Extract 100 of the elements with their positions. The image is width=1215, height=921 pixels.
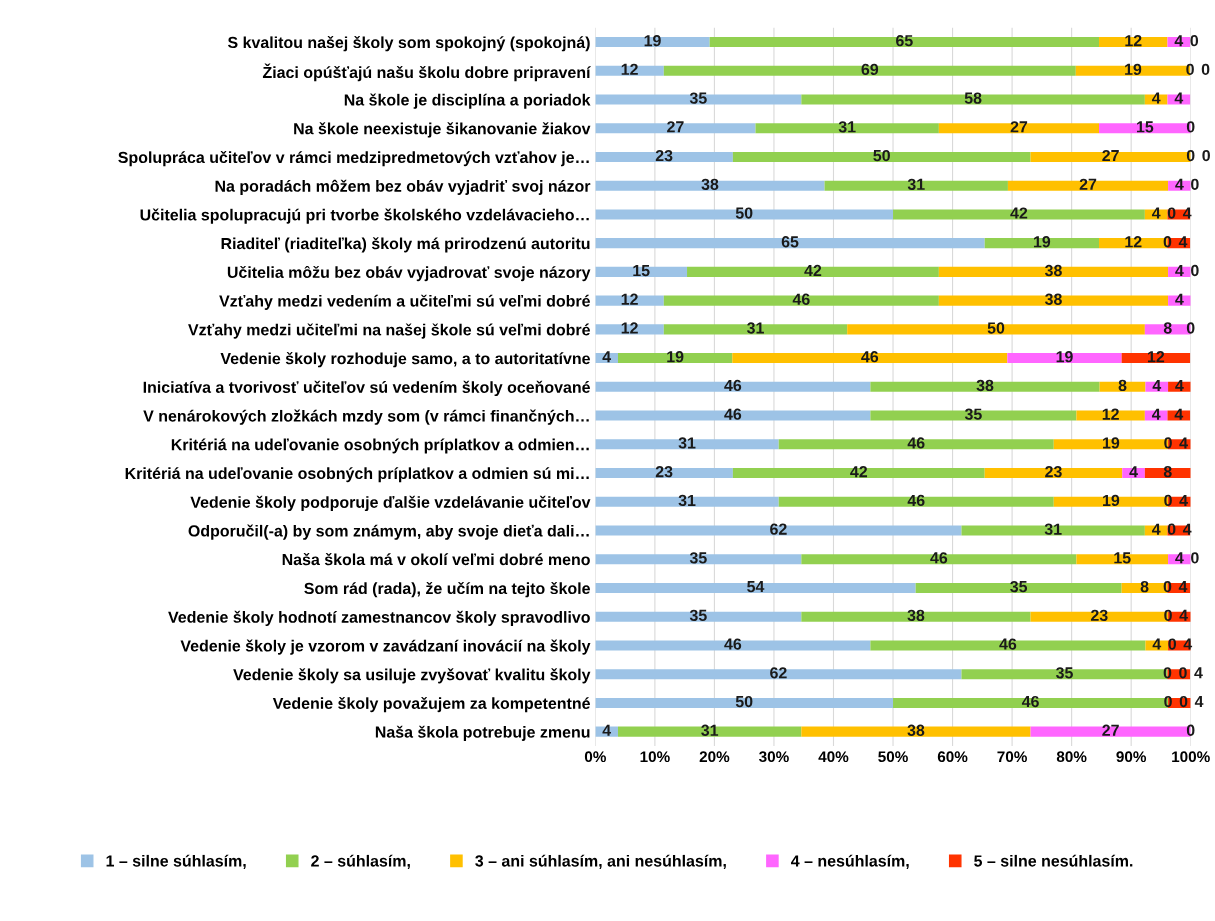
data-label: 46	[930, 552, 948, 564]
bar	[801, 726, 1031, 737]
data-label: 0	[1164, 494, 1172, 507]
bar	[595, 209, 894, 220]
data-label: 8	[1163, 466, 1172, 478]
bar	[617, 353, 733, 364]
y-tick-label: Vedenie školy považujem za kompetentné	[272, 696, 590, 713]
bar	[595, 468, 733, 479]
x-tick-label: 20%	[699, 751, 730, 763]
data-label: 46	[724, 379, 742, 392]
bar	[1121, 353, 1191, 364]
y-tick-label: Naša škola má v okolí veľmi dobré meno	[282, 553, 590, 566]
data-label: 4	[1174, 35, 1184, 47]
data-label: 19	[667, 351, 684, 363]
data-label: 4	[602, 724, 612, 736]
bar	[755, 123, 939, 134]
bar	[617, 726, 802, 737]
data-label: 0	[1191, 178, 1199, 190]
bar	[938, 266, 1169, 277]
legend-label: 4 – nesúhlasím,	[791, 854, 909, 869]
data-label: 38	[701, 178, 719, 190]
data-label: 46	[1021, 695, 1039, 708]
data-label: 15	[1114, 552, 1131, 564]
legend-label: 2 – súhlasím,	[311, 854, 410, 869]
bar	[595, 439, 779, 450]
data-label: 35	[689, 92, 707, 104]
data-label: 31	[701, 724, 719, 736]
y-tick-label: Žiaci opúšťajú našu školu dobre pripravení	[262, 63, 591, 82]
data-label: 0	[1164, 609, 1172, 621]
data-label: 35	[689, 552, 707, 564]
data-label: 0	[1186, 724, 1195, 736]
x-tick-label: 10%	[640, 751, 670, 763]
bar	[984, 238, 1100, 249]
data-label: 50	[735, 207, 753, 219]
bar	[938, 295, 1169, 306]
data-label: 4	[1178, 581, 1188, 593]
data-label: 65	[781, 236, 799, 248]
legend-label: 3 – ani súhlasím, ani nesúhlasím,	[475, 854, 726, 869]
bar	[709, 36, 1100, 48]
data-label: 54	[747, 581, 765, 593]
data-label: 38	[907, 609, 925, 622]
bar	[801, 554, 1077, 565]
bar	[870, 410, 1077, 421]
bar	[595, 697, 894, 708]
data-label: 12	[1102, 408, 1119, 420]
data-label: 31	[907, 178, 925, 190]
bar	[801, 94, 1145, 105]
bar	[595, 496, 779, 507]
bar	[595, 180, 825, 191]
data-label: 12	[621, 63, 638, 75]
bar	[595, 94, 802, 105]
bar	[595, 151, 733, 162]
data-label: 27	[1102, 724, 1119, 736]
y-tick-label: Vedenie školy rozhoduje samo, a to autoritatívne	[220, 352, 590, 368]
data-label: 35	[1010, 580, 1028, 593]
y-tick-label: Odporučil(-a) by som známym, aby svoje dieťa dali…	[188, 524, 589, 540]
data-label: 0	[1186, 322, 1195, 334]
bar	[847, 324, 1145, 335]
bar	[778, 496, 1054, 507]
data-label: 0	[1190, 34, 1199, 47]
data-label: 19	[1103, 437, 1120, 449]
y-tick-label: Vzťahy medzi vedením a učiteľmi sú veľmi dobré	[219, 294, 590, 310]
data-label: 12	[1148, 351, 1165, 363]
data-label: 0	[1163, 580, 1172, 593]
x-tick-label: 70%	[997, 751, 1027, 763]
data-label: 46	[999, 638, 1017, 650]
data-label: 4	[1175, 265, 1184, 277]
y-tick-label: Naša škola potrebuje zmenu	[375, 725, 590, 741]
bar	[595, 266, 688, 277]
data-label: 62	[770, 523, 787, 535]
bar	[1007, 353, 1122, 364]
data-label: 4	[1151, 523, 1161, 535]
data-label: 0	[1179, 695, 1188, 708]
data-label: 38	[1044, 293, 1062, 305]
bar	[961, 525, 1145, 536]
data-label: 69	[861, 63, 879, 76]
x-tick-label: 90%	[1116, 751, 1147, 763]
bar	[595, 554, 802, 565]
data-label: 42	[1010, 207, 1028, 219]
data-label: 50	[735, 695, 753, 708]
data-label: 27	[1079, 178, 1097, 190]
data-label: 23	[1045, 466, 1062, 478]
data-label: 4	[1152, 379, 1162, 391]
data-label: 4	[1174, 92, 1184, 104]
data-label: 0	[1186, 121, 1195, 133]
data-label: 12	[1125, 34, 1142, 47]
data-label: 12	[621, 293, 638, 305]
bar	[663, 324, 848, 335]
data-label: 31	[1044, 523, 1062, 535]
data-label: 4	[1152, 638, 1162, 650]
data-label: 38	[976, 379, 994, 392]
data-label: 31	[746, 322, 764, 334]
data-label: 4	[1178, 236, 1188, 248]
x-tick-label: 100%	[1172, 751, 1210, 763]
bar	[915, 582, 1122, 593]
y-tick-label: Vzťahy medzi učiteľmi na našej škole sú veľmi dobré	[188, 323, 590, 339]
bar	[687, 266, 939, 277]
y-tick-label: Vedenie školy sa usiluje zvyšovať kvalitu školy	[233, 668, 591, 684]
y-tick-label: Na škole neexistuje šikanovanie žiakov	[294, 122, 591, 138]
y-tick-label: Učitelia spolupracujú pri tvorbe školského vzdelávacieho…	[140, 208, 589, 224]
